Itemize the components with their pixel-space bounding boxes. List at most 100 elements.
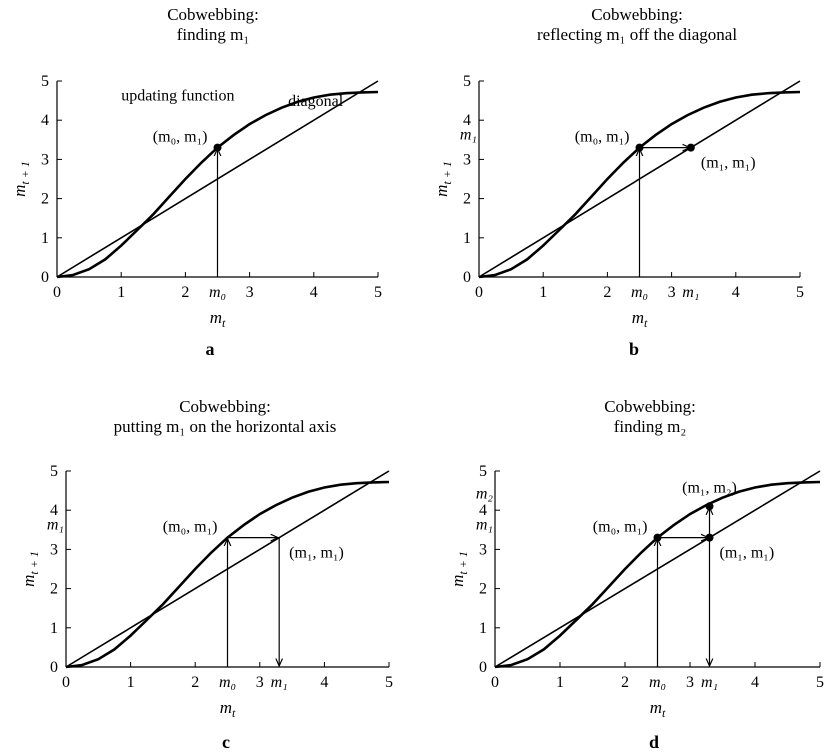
annotation: (m₀, m₁) — [593, 519, 648, 536]
x-tick-label: 3 — [256, 674, 264, 691]
y-tick-label: 1 — [41, 230, 49, 247]
x-tick-label: 1 — [117, 284, 125, 301]
y-tick-label: 4 — [41, 112, 49, 129]
x-tick-label: 1 — [127, 674, 135, 691]
chart-title-line-1: Cobwebbing: — [179, 397, 271, 416]
y-tick-label: 2 — [50, 581, 58, 598]
annotation: (m₁, m₁) — [720, 545, 775, 562]
y-tick-label: 5 — [479, 463, 487, 480]
y-tick-label: 5 — [50, 463, 58, 480]
y-axis-label: mt + 1 — [448, 551, 470, 587]
chart-title-line-2: putting m₁ on the horizontal axis — [114, 417, 337, 436]
y-tick-label: 1 — [479, 620, 487, 637]
x-tick-label: 4 — [751, 674, 759, 691]
y-tick-label: 4 — [479, 502, 487, 519]
point-m1m1 — [686, 143, 695, 152]
panel-d: Cobwebbing:finding m₂ 0 1 2 3 4 5 0 1 2 3 4 5 mt mt + … — [448, 397, 824, 752]
x-marker-label: m₀ — [649, 674, 666, 691]
annotation: (m₁, m₁) — [701, 155, 756, 172]
y-marker-label: m₁ — [476, 517, 493, 534]
point-m1m2 — [705, 502, 714, 511]
x-tick-label: 0 — [53, 284, 61, 301]
panel-letter: d — [649, 732, 659, 752]
x-axis-label: mt — [220, 698, 236, 720]
x-marker-label: m₀ — [209, 284, 226, 301]
x-axis-label: mt — [650, 698, 666, 720]
y-axis-label: mt + 1 — [10, 161, 32, 197]
y-tick-label: 4 — [463, 112, 471, 129]
annotation: (m₀, m₁) — [153, 129, 208, 146]
y-axis-label: mt + 1 — [432, 161, 454, 197]
x-tick-label: 2 — [191, 674, 199, 691]
x-tick-label: 4 — [320, 674, 328, 691]
point-m0m1 — [653, 533, 662, 542]
x-tick-label: 2 — [181, 284, 189, 301]
x-marker-label: m₁ — [701, 674, 718, 691]
chart-title-line-2: reflecting m₁ off the diagonal — [537, 25, 737, 44]
y-marker-label: m₁ — [460, 127, 477, 144]
x-tick-label: 5 — [385, 674, 393, 691]
y-tick-label: 3 — [479, 541, 487, 558]
point-m0m1 — [213, 143, 222, 152]
x-tick-label: 0 — [475, 284, 483, 301]
y-marker-label: m₁ — [47, 517, 64, 534]
y-tick-label: 0 — [479, 659, 487, 676]
x-tick-label: 0 — [62, 674, 70, 691]
x-tick-label: 5 — [796, 284, 804, 301]
panel-c: Cobwebbing:putting m₁ on the horizontal … — [19, 397, 393, 752]
y-tick-label: 5 — [41, 73, 49, 90]
x-tick-label: 2 — [603, 284, 611, 301]
x-axis-label: mt — [632, 308, 648, 330]
y-tick-label: 2 — [463, 191, 471, 208]
annotation: (m₀, m₁) — [163, 519, 218, 536]
y-tick-label: 1 — [50, 620, 58, 637]
x-tick-label: 1 — [539, 284, 547, 301]
point-m0m1 — [635, 143, 644, 152]
y-tick-label: 3 — [41, 151, 49, 168]
annotation: (m₀, m₁) — [575, 129, 630, 146]
x-tick-label: 1 — [556, 674, 564, 691]
x-tick-label: 4 — [310, 284, 318, 301]
annotation: updating function — [121, 88, 234, 105]
y-tick-label: 3 — [463, 151, 471, 168]
panel-b: Cobwebbing:reflecting m₁ off the diagona… — [432, 5, 804, 359]
x-marker-label: m₁ — [271, 674, 288, 691]
panel-letter: b — [629, 339, 639, 359]
y-tick-label: 5 — [463, 73, 471, 90]
x-marker-label: m₀ — [219, 674, 236, 691]
chart-title-line-2: finding m₂ — [614, 417, 687, 436]
y-tick-label: 0 — [41, 269, 49, 286]
point-m1m1 — [705, 533, 714, 542]
y-tick-label: 0 — [50, 659, 58, 676]
panel-a: Cobwebbing:finding m₁ 0 1 2 3 4 5 0 1 2 3 4 5 mt mt + … — [10, 5, 382, 359]
y-tick-label: 3 — [50, 541, 58, 558]
y-tick-label: 0 — [463, 269, 471, 286]
y-axis-label: mt + 1 — [19, 551, 41, 587]
x-axis-label: mt — [210, 308, 226, 330]
y-tick-label: 4 — [50, 502, 58, 519]
panel-letter: c — [222, 732, 230, 752]
chart-title-line-1: Cobwebbing: — [591, 5, 683, 24]
chart-title-line-1: Cobwebbing: — [167, 5, 259, 24]
chart-title-line-1: Cobwebbing: — [604, 397, 696, 416]
x-tick-label: 2 — [621, 674, 629, 691]
annotation: (m₁, m₁) — [289, 545, 344, 562]
panel-letter: a — [206, 339, 215, 359]
chart-title-line-2: finding m₁ — [177, 25, 250, 44]
y-tick-label: 2 — [479, 581, 487, 598]
annotation: (m₁, m₂) — [682, 479, 737, 496]
x-marker-label: m₁ — [682, 284, 699, 301]
x-tick-label: 0 — [491, 674, 499, 691]
x-marker-label: m₀ — [631, 284, 648, 301]
x-tick-label: 5 — [374, 284, 382, 301]
x-tick-label: 4 — [732, 284, 740, 301]
annotation: diagonal — [288, 93, 344, 110]
x-tick-label: 3 — [246, 284, 254, 301]
x-tick-label: 5 — [816, 674, 824, 691]
y-marker-label: m₂ — [476, 485, 494, 502]
y-tick-label: 2 — [41, 191, 49, 208]
x-tick-label: 3 — [668, 284, 676, 301]
x-tick-label: 3 — [686, 674, 694, 691]
y-tick-label: 1 — [463, 230, 471, 247]
